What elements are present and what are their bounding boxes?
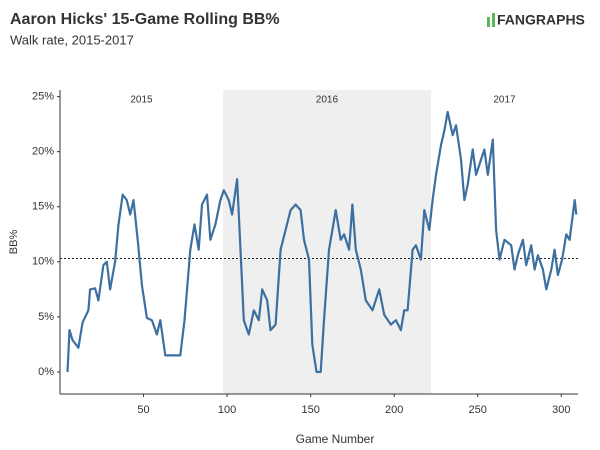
season-label: 2017: [493, 95, 516, 106]
logo-icon: [487, 17, 490, 27]
x-tick-label: 300: [552, 404, 570, 416]
x-tick-label: 200: [385, 404, 403, 416]
y-tick-label: 0%: [38, 366, 54, 378]
y-axis-label: BB%: [8, 230, 20, 255]
x-tick-label: 100: [218, 404, 236, 416]
x-tick-label: 150: [301, 404, 319, 416]
y-tick-label: 10%: [32, 256, 54, 268]
season-shade: [222, 90, 431, 394]
logo: FANGRAPHS: [487, 12, 585, 28]
y-tick-label: 25%: [32, 91, 54, 103]
logo-text: FANGRAPHS: [497, 12, 585, 28]
season-label: 2016: [316, 95, 339, 106]
x-axis-label: Game Number: [296, 432, 375, 446]
season-label: 2015: [130, 95, 153, 106]
data-line: [66, 110, 578, 374]
y-tick-label: 5%: [38, 311, 54, 323]
chart-title: Aaron Hicks' 15-Game Rolling BB%: [10, 11, 280, 28]
y-tick-label: 15%: [32, 201, 54, 213]
y-tick-label: 20%: [32, 146, 54, 158]
x-tick-label: 250: [469, 404, 487, 416]
chart-subtitle: Walk rate, 2015-2017: [10, 32, 134, 47]
x-tick-label: 50: [137, 404, 149, 416]
logo-icon: [492, 13, 495, 27]
